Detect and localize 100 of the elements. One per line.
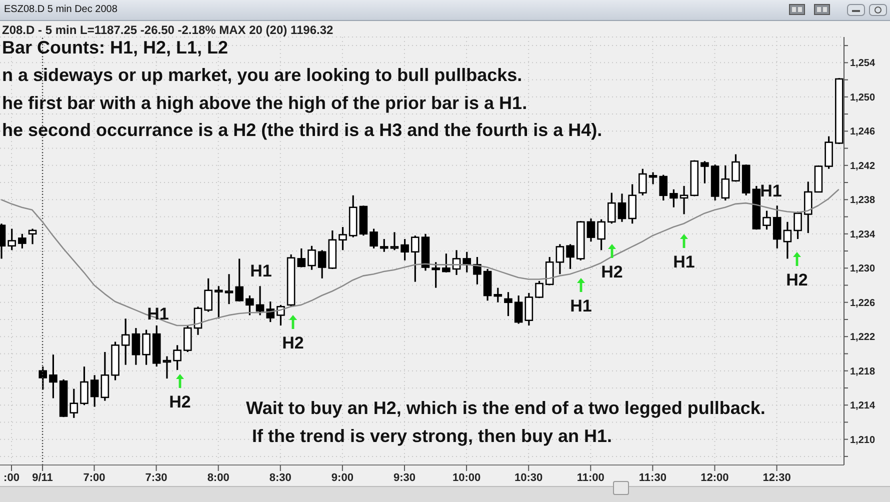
candlestick <box>670 188 678 208</box>
candlestick <box>504 291 512 317</box>
candlestick <box>772 204 782 250</box>
candlestick <box>246 294 254 316</box>
x-tick-label: 12:30 <box>762 472 791 484</box>
candlestick <box>276 304 285 326</box>
candlestick <box>794 210 802 240</box>
candlestick <box>400 238 409 262</box>
x-tick-label: 10:30 <box>514 472 543 484</box>
candlestick <box>132 327 140 366</box>
candlestick <box>235 258 244 302</box>
candlestick <box>204 278 212 313</box>
candlestick <box>494 287 502 304</box>
candlestick <box>90 374 99 408</box>
y-tick-label: 1,238 <box>850 195 876 206</box>
y-tick-label: 1,226 <box>850 298 876 309</box>
candlestick <box>173 344 182 371</box>
candlestick <box>824 135 833 170</box>
chart-subtitle: Z08.D - 5 min L=1187.25 -26.50 -2.18% MAX 20 (20) 1196.32 <box>2 23 334 37</box>
x-tick-label: 9/11 <box>32 472 53 484</box>
candlestick <box>618 192 626 223</box>
candlestick <box>473 256 482 286</box>
candlestick <box>256 285 264 316</box>
candlestick <box>18 233 26 250</box>
candlestick <box>721 164 730 202</box>
candlestick <box>266 300 275 323</box>
y-tick-label: 1,218 <box>850 366 876 378</box>
candlestick <box>38 366 48 390</box>
candlestick <box>49 354 58 400</box>
candlestick <box>28 228 37 245</box>
candlestick <box>586 218 596 242</box>
annotation: H1 <box>147 304 169 324</box>
annotation: he second occurrance is a H2 (the third is a H3 and the fourth is a H4). <box>2 120 602 140</box>
candlestick <box>121 318 130 366</box>
candlestick <box>308 245 316 271</box>
annotation: H1 <box>250 262 272 280</box>
candlestick <box>380 238 388 253</box>
x-tick-label: 10:00 <box>452 472 481 484</box>
candlestick <box>8 228 16 251</box>
candlestick <box>390 231 399 251</box>
candlestick <box>214 285 223 320</box>
candlestick <box>783 221 792 260</box>
annotation: If the trend is very strong, then buy an H1. <box>252 426 612 446</box>
y-tick-label: 1,214 <box>850 400 876 412</box>
annotation: he first bar with a high above the high of the prior bar is a H1. <box>2 93 528 113</box>
candlestick <box>638 168 647 196</box>
annotation: H1 <box>760 182 782 200</box>
candlestick <box>556 243 564 275</box>
candlestick <box>70 388 78 419</box>
annotation: H2 <box>169 392 191 412</box>
candlestick <box>442 252 450 274</box>
candlestick <box>514 294 523 325</box>
candlestick <box>338 226 347 251</box>
candlestick <box>607 192 616 224</box>
candlestick <box>297 248 306 268</box>
candlestick <box>432 261 440 289</box>
chart-title: Bar Counts: H1, H2, L1, L2 <box>2 38 228 58</box>
candlestick <box>370 228 378 250</box>
candlestick <box>224 273 234 305</box>
candlestick <box>700 160 709 184</box>
candlestick <box>597 218 606 251</box>
x-tick-label: 11:00 <box>576 472 604 484</box>
x-tick-label: 7:30 <box>145 472 168 484</box>
y-tick-label: 1,250 <box>850 92 876 104</box>
y-tick-label: 1,246 <box>850 126 876 138</box>
candlestick <box>648 171 658 186</box>
candlestick <box>142 328 150 366</box>
candlestick <box>804 180 812 234</box>
candlestick <box>411 234 420 283</box>
x-tick-label: 8:30 <box>269 472 292 484</box>
candlestick <box>659 174 668 202</box>
candlestick <box>566 243 574 270</box>
annotation: H2 <box>282 334 304 352</box>
candlestick <box>762 210 771 230</box>
candlestick <box>183 324 192 353</box>
x-tick-label: 8:00 <box>207 472 230 484</box>
candlestick <box>524 292 534 326</box>
y-tick-label: 1,230 <box>850 264 876 275</box>
y-tick-label: 1,242 <box>850 160 876 172</box>
annotation: H2 <box>786 270 808 290</box>
candlestick <box>483 268 492 302</box>
x-tick-label: :00 <box>4 472 20 484</box>
annotation: H2 <box>601 262 623 282</box>
annotation: Wait to buy an H2, which is the end of a two legged pullback. <box>246 398 766 418</box>
x-tick-label: 12:00 <box>700 472 729 484</box>
annotation: n a sideways or up market, you are looking to bull pullbacks. <box>2 65 522 85</box>
x-tick-label: 7:00 <box>83 472 106 484</box>
candlestick <box>80 366 88 406</box>
x-tick-label: 11:30 <box>638 472 666 484</box>
y-tick-label: 1,222 <box>850 332 876 344</box>
candlestick <box>628 183 636 224</box>
annotation: H1 <box>673 252 695 272</box>
y-tick-label: 1,254 <box>850 58 876 70</box>
candlestick <box>194 306 202 336</box>
candlestick <box>680 185 688 215</box>
annotation: H1 <box>570 296 592 316</box>
candlestick <box>162 355 172 380</box>
candlestick <box>535 280 544 299</box>
y-tick-label: 1,210 <box>850 434 876 446</box>
y-tick-label: 1,234 <box>850 229 876 240</box>
